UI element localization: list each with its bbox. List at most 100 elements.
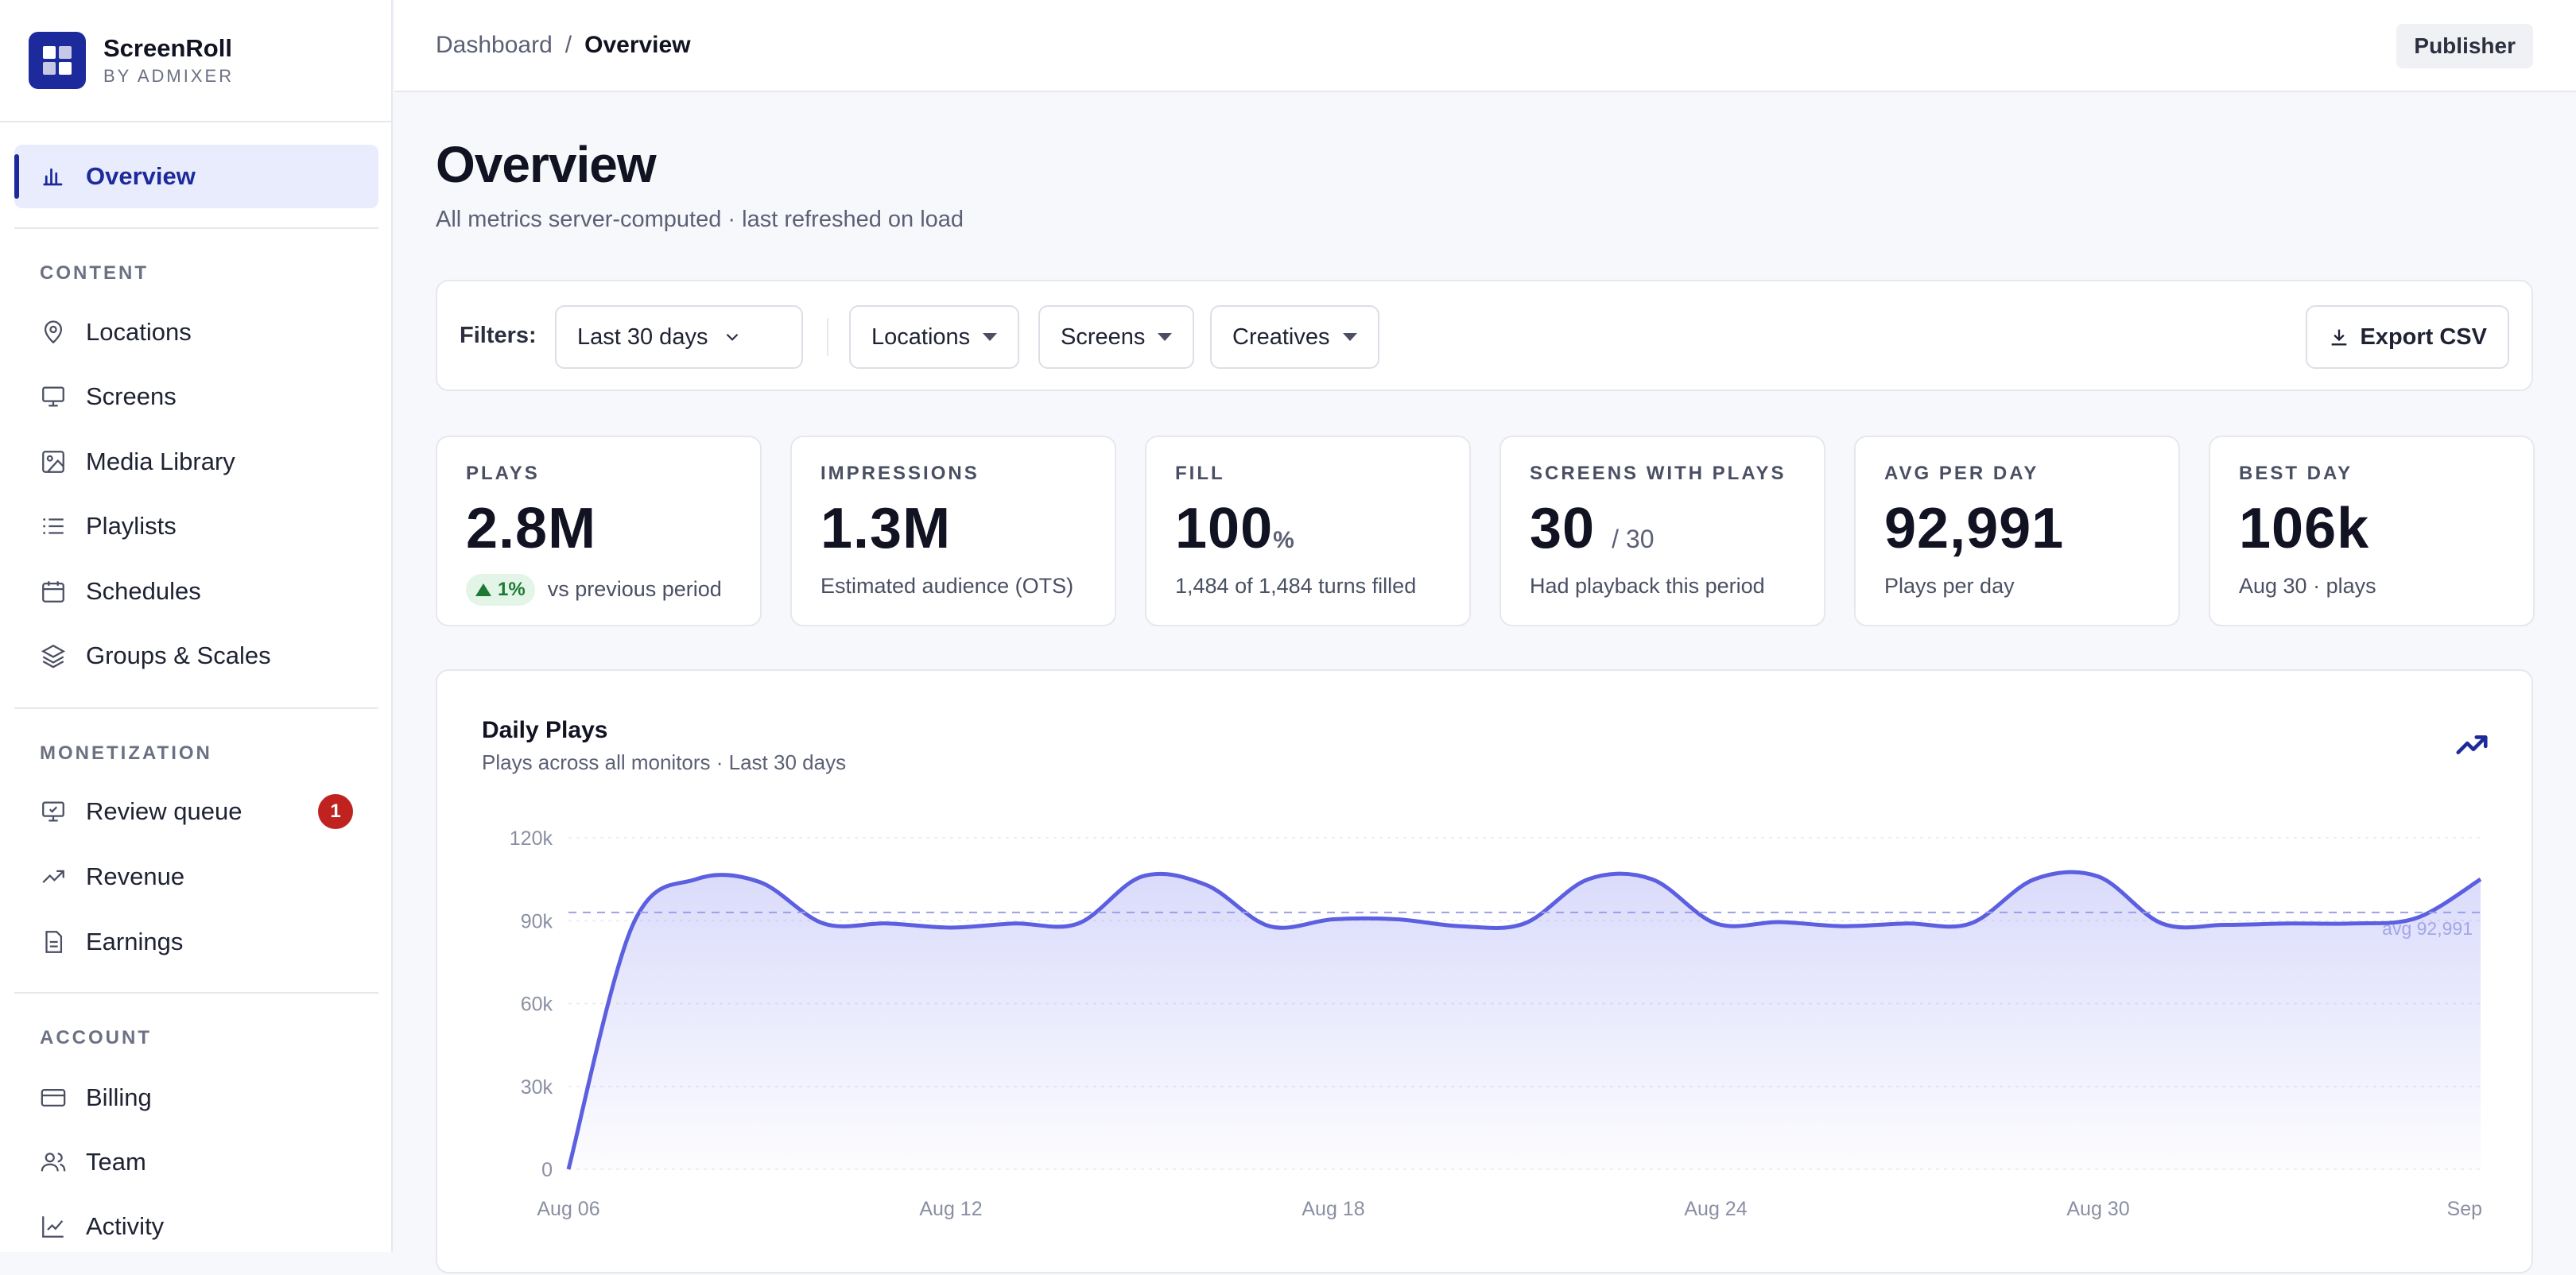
sidebar-item-groups-scales[interactable]: Groups & Scales bbox=[40, 632, 366, 680]
kpi-value: 92,991 bbox=[1884, 497, 2065, 560]
kpi-value-number: 30 bbox=[1530, 497, 1596, 560]
y-tick-label: 0 bbox=[541, 1159, 553, 1181]
sidebar-item-overview[interactable]: Overview bbox=[14, 145, 378, 208]
kpi-value: 2.8M bbox=[466, 497, 597, 560]
sidebar-item-locations[interactable]: Locations bbox=[40, 308, 366, 356]
layers-icon bbox=[41, 644, 66, 669]
sidebar-item-label: Earnings bbox=[86, 928, 184, 955]
sidebar-item-media-library[interactable]: Media Library bbox=[40, 438, 366, 486]
sidebar-item-revenue[interactable]: Revenue bbox=[40, 853, 366, 901]
kpi-value: 1.3M bbox=[821, 497, 952, 560]
delta-value: 1% bbox=[498, 579, 526, 600]
export-csv-button[interactable]: Export CSV bbox=[2306, 305, 2509, 369]
sidebar-item-screens[interactable]: Screens bbox=[40, 373, 366, 420]
sidebar-divider bbox=[14, 227, 378, 229]
trend-icon[interactable] bbox=[2454, 727, 2490, 763]
role-badge[interactable]: Publisher bbox=[2396, 24, 2533, 68]
kpi-value: 106k bbox=[2239, 497, 2370, 560]
sidebar-item-label: Locations bbox=[86, 318, 192, 346]
avg-label: avg 92,991 bbox=[2382, 918, 2473, 939]
y-tick-label: 60k bbox=[521, 994, 553, 1016]
kpi-value-unit: % bbox=[1273, 527, 1295, 553]
sidebar-item-activity[interactable]: Activity bbox=[40, 1203, 366, 1250]
kpi-description: Estimated audience (OTS) bbox=[821, 574, 1074, 598]
kpi-label: SCREENS WITH PLAYS bbox=[1530, 463, 1787, 484]
sidebar-item-playlists[interactable]: Playlists bbox=[40, 502, 366, 550]
kpi-label: IMPRESSIONS bbox=[821, 463, 980, 484]
locations-filter-label: Locations bbox=[871, 324, 971, 350]
sidebar-item-review-queue[interactable]: Review queue 1 bbox=[40, 788, 366, 835]
sidebar-item-label: Playlists bbox=[86, 512, 177, 540]
series-line bbox=[566, 870, 2482, 1170]
x-tick-label: Aug 30 bbox=[2066, 1198, 2129, 1220]
sidebar-item-earnings[interactable]: Earnings bbox=[40, 918, 366, 966]
sidebar-item-label: Review queue bbox=[86, 797, 242, 825]
sidebar-item-label: Groups & Scales bbox=[86, 641, 271, 669]
x-tick-label: Aug 18 bbox=[1302, 1198, 1364, 1220]
kpi-value-number: 100 bbox=[1175, 497, 1274, 560]
sidebar-divider bbox=[14, 707, 378, 709]
delta-caption: vs previous period bbox=[547, 577, 722, 601]
date-range-select[interactable]: Last 30 days bbox=[555, 305, 803, 369]
x-tick-label: Aug 12 bbox=[919, 1198, 982, 1220]
sidebar-divider bbox=[14, 992, 378, 994]
x-tick-label: Sep bbox=[2447, 1198, 2482, 1220]
sidebar-item-schedules[interactable]: Schedules bbox=[40, 568, 366, 615]
kpi-card-avg-per-day: AVG PER DAY 92,991 Plays per day bbox=[1854, 436, 2180, 626]
daily-plays-chart: 0 30k 60k 90k 120k avg 92,991 Aug 06 Aug 12 Aug … bbox=[510, 827, 2482, 1220]
sidebar-item-label: Overview bbox=[86, 162, 196, 190]
monitor-icon bbox=[42, 386, 64, 407]
brand-logo-icon bbox=[29, 32, 86, 89]
kpi-card-fill: FILL 100% 1,484 of 1,484 turns filled bbox=[1145, 436, 1471, 626]
list-icon bbox=[43, 518, 64, 534]
breadcrumb-dashboard[interactable]: Dashboard bbox=[436, 32, 553, 58]
kpi-value: 100% bbox=[1175, 496, 1295, 561]
caret-down-icon bbox=[1342, 333, 1357, 341]
y-tick-label: 120k bbox=[510, 827, 553, 850]
brand-subtitle: BY ADMIXER bbox=[103, 66, 235, 86]
chart-subtitle: Plays across all monitors · Last 30 days bbox=[482, 750, 847, 774]
brand[interactable]: ScreenRoll BY ADMIXER bbox=[0, 0, 391, 122]
sidebar-item-billing[interactable]: Billing bbox=[40, 1074, 366, 1122]
sidebar-item-team[interactable]: Team bbox=[40, 1138, 366, 1186]
kpi-card-best-day: BEST DAY 106k Aug 30 · plays bbox=[2209, 436, 2535, 626]
breadcrumb-separator: / bbox=[564, 32, 572, 58]
y-tick-label: 90k bbox=[521, 910, 553, 932]
document-icon bbox=[45, 931, 63, 953]
kpi-card-impressions: IMPRESSIONS 1.3M Estimated audience (OTS… bbox=[790, 436, 1116, 626]
screens-filter-label: Screens bbox=[1061, 324, 1146, 350]
caret-down-icon bbox=[1158, 333, 1173, 341]
screens-filter[interactable]: Screens bbox=[1038, 305, 1195, 369]
brand-name: ScreenRoll bbox=[103, 34, 232, 62]
image-icon bbox=[42, 451, 64, 473]
page-title: Overview bbox=[436, 136, 657, 193]
sidebar-item-label: Media Library bbox=[86, 448, 235, 475]
kpi-card-plays: PLAYS 2.8M 1% vs previous period bbox=[436, 436, 762, 626]
sidebar-item-label: Billing bbox=[86, 1083, 152, 1111]
kpi-label: BEST DAY bbox=[2239, 463, 2353, 484]
filters-separator bbox=[827, 318, 828, 356]
kpi-description: 1% vs previous period bbox=[466, 574, 722, 606]
x-tick-label: Aug 24 bbox=[1684, 1198, 1747, 1220]
review-icon bbox=[42, 801, 64, 822]
kpi-card-screens-with-plays: SCREENS WITH PLAYS 30 / 30 Had playback … bbox=[1499, 436, 1825, 626]
filters-label: Filters: bbox=[460, 323, 537, 348]
sidebar-item-label: Team bbox=[86, 1148, 146, 1176]
kpi-value-suffix: / 30 bbox=[1612, 525, 1655, 553]
trending-up-icon bbox=[42, 870, 64, 883]
date-range-value: Last 30 days bbox=[577, 324, 708, 350]
delta-badge: 1% bbox=[466, 574, 535, 606]
kpi-description: 1,484 of 1,484 turns filled bbox=[1175, 574, 1417, 598]
daily-plays-card: Daily Plays Plays across all monitors · … bbox=[436, 669, 2533, 1273]
sidebar-item-label: Screens bbox=[86, 382, 177, 410]
creatives-filter[interactable]: Creatives bbox=[1210, 305, 1379, 369]
filters-bar: Filters: Last 30 days Locations Screens … bbox=[436, 280, 2533, 391]
chevron-down-icon bbox=[727, 333, 739, 341]
area-fill bbox=[568, 872, 2481, 1169]
section-title-content: CONTENT bbox=[40, 262, 149, 284]
sidebar: ScreenRoll BY ADMIXER Overview CONTENT L… bbox=[0, 0, 393, 1252]
breadcrumb-current: Overview bbox=[584, 32, 691, 58]
export-csv-label: Export CSV bbox=[2360, 324, 2487, 350]
locations-filter[interactable]: Locations bbox=[849, 305, 1020, 369]
sidebar-item-label: Revenue bbox=[86, 862, 185, 890]
